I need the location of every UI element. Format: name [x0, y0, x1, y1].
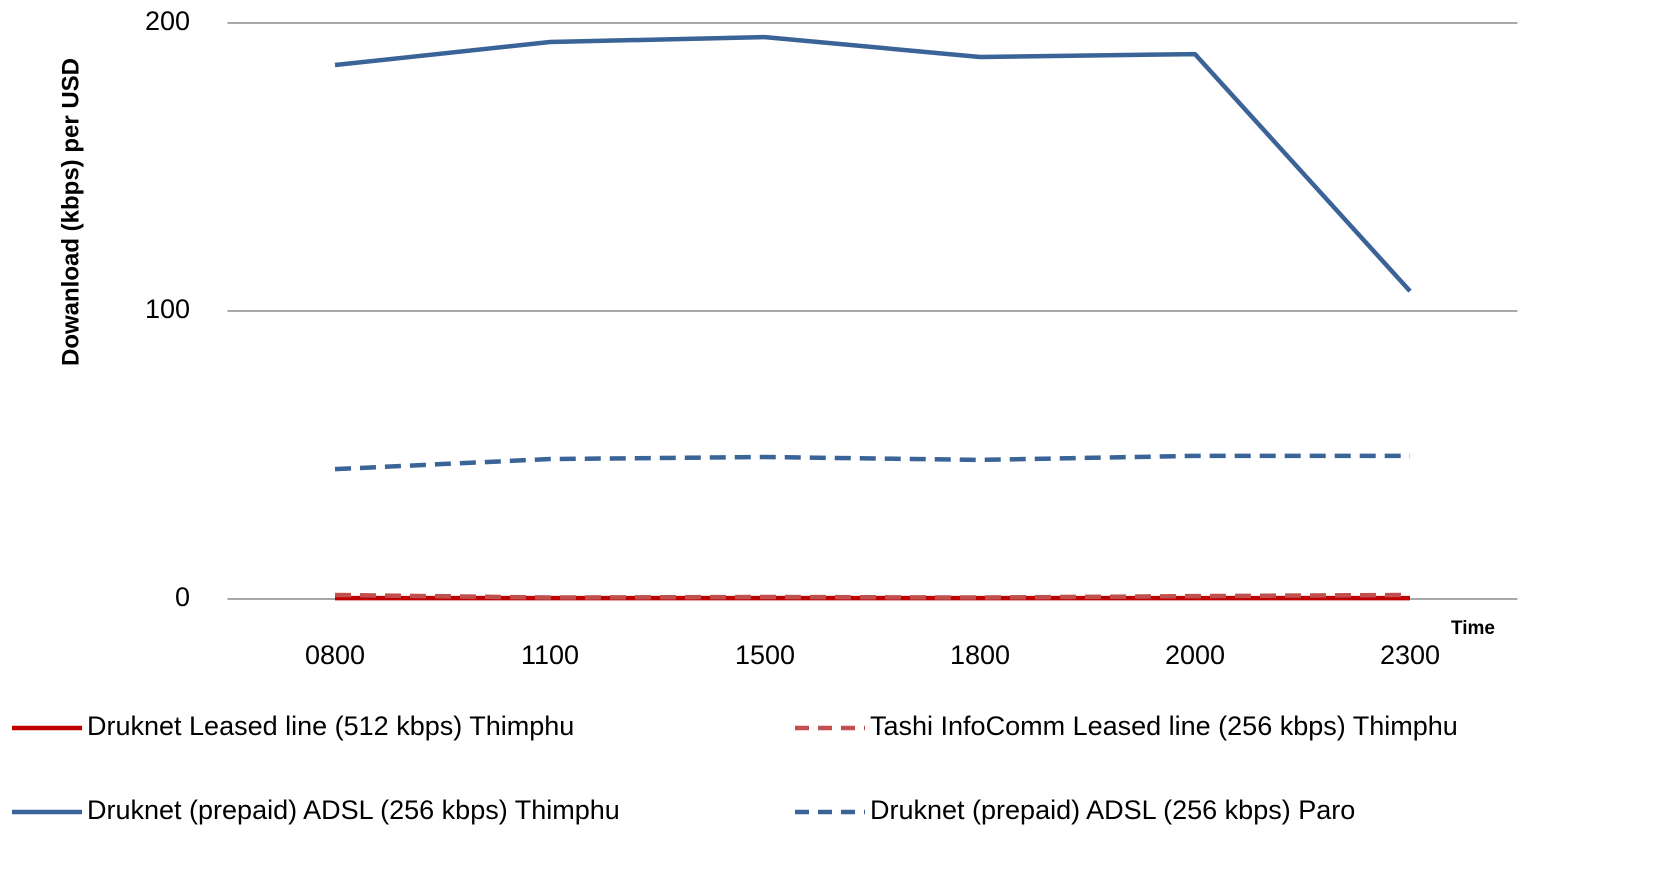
y-tick-label: 0 [175, 582, 190, 612]
legend-label: Tashi InfoComm Leased line (256 kbps) Th… [870, 711, 1458, 741]
x-tick-label: 2300 [1380, 640, 1440, 670]
y-axis-title: Dowanload (kbps) per USD [57, 58, 84, 366]
y-tick-label: 200 [145, 6, 190, 36]
x-tick-label: 1800 [950, 640, 1010, 670]
legend-label: Druknet (prepaid) ADSL (256 kbps) Thimph… [87, 795, 620, 825]
x-tick-label: 2000 [1165, 640, 1225, 670]
legend-label: Druknet Leased line (512 kbps) Thimphu [87, 711, 574, 741]
series-line [334, 592, 1411, 600]
x-axis-title: Time [1451, 618, 1495, 639]
x-tick-label: 1500 [735, 640, 795, 670]
series-line [334, 453, 1410, 472]
x-tick-label: 0800 [305, 640, 365, 670]
legend-label: Druknet (prepaid) ADSL (256 kbps) Paro [870, 795, 1355, 825]
x-tick-label: 1100 [521, 640, 579, 670]
y-tick-label: 100 [145, 294, 190, 324]
series-line [334, 34, 1412, 293]
